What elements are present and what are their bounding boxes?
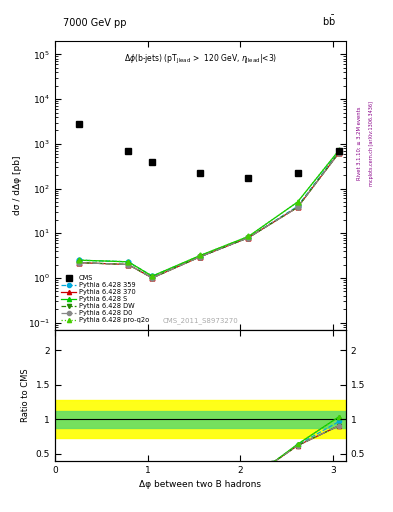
Pythia 6.428 pro-q2o [77, 257, 81, 263]
Text: $\Delta\phi$(b-jets) (pT$_{\mathregular{Jlead}}$ >  120 GeV, $\eta_{\mathregular: $\Delta\phi$(b-jets) (pT$_{\mathregular{… [124, 53, 277, 66]
Text: Rivet 3.1.10; ≥ 3.2M events: Rivet 3.1.10; ≥ 3.2M events [357, 106, 362, 180]
Pythia 6.428 S [126, 259, 130, 265]
Pythia 6.428 pro-q2o [246, 233, 251, 240]
Pythia 6.428 DW [246, 234, 251, 241]
Pythia 6.428 D0 [198, 253, 203, 260]
Pythia 6.428 S [295, 199, 300, 205]
Pythia 6.428 370 [198, 253, 203, 260]
CMS [150, 159, 154, 165]
Pythia 6.428 pro-q2o [198, 252, 203, 259]
Pythia 6.428 359 [77, 257, 81, 263]
Bar [55, 411, 346, 429]
Pythia 6.428 S [77, 257, 81, 263]
Pythia 6.428 359 [246, 234, 251, 241]
Pythia 6.428 370 [246, 234, 251, 241]
Pythia 6.428 D0 [337, 150, 342, 156]
Text: 7000 GeV pp: 7000 GeV pp [63, 18, 127, 28]
Pythia 6.428 D0 [295, 204, 300, 210]
Pythia 6.428 359 [295, 203, 300, 209]
Pythia 6.428 359 [150, 273, 154, 279]
Legend: CMS, Pythia 6.428 359, Pythia 6.428 370, Pythia 6.428 S, Pythia 6.428 DW, Pythia: CMS, Pythia 6.428 359, Pythia 6.428 370,… [61, 275, 149, 324]
Pythia 6.428 S [246, 233, 251, 240]
Pythia 6.428 pro-q2o [337, 147, 342, 153]
Pythia 6.428 DW [198, 253, 203, 260]
Pythia 6.428 370 [126, 262, 130, 268]
Pythia 6.428 370 [77, 260, 81, 266]
CMS [295, 170, 300, 176]
Pythia 6.428 S [150, 273, 154, 279]
Text: mcplots.cern.ch [arXiv:1306.3436]: mcplots.cern.ch [arXiv:1306.3436] [369, 101, 374, 186]
Pythia 6.428 DW [77, 260, 81, 266]
Pythia 6.428 359 [126, 259, 130, 265]
Pythia 6.428 359 [198, 253, 203, 260]
CMS [77, 121, 81, 127]
Pythia 6.428 D0 [246, 234, 251, 241]
CMS [246, 175, 251, 181]
X-axis label: Δφ between two B hadrons: Δφ between two B hadrons [140, 480, 261, 489]
CMS [198, 170, 203, 176]
Pythia 6.428 pro-q2o [295, 199, 300, 205]
Text: b$\bar{\rm b}$: b$\bar{\rm b}$ [322, 14, 336, 28]
Line: Pythia 6.428 DW: Pythia 6.428 DW [77, 150, 342, 281]
Pythia 6.428 DW [150, 275, 154, 281]
Line: Pythia 6.428 370: Pythia 6.428 370 [77, 150, 342, 281]
CMS [126, 147, 130, 154]
Pythia 6.428 370 [295, 204, 300, 210]
Line: Pythia 6.428 359: Pythia 6.428 359 [77, 149, 342, 279]
Line: CMS: CMS [75, 120, 343, 182]
Pythia 6.428 D0 [150, 275, 154, 281]
Y-axis label: dσ / dΔφ [pb]: dσ / dΔφ [pb] [13, 156, 22, 215]
Pythia 6.428 D0 [77, 260, 81, 266]
Line: Pythia 6.428 D0: Pythia 6.428 D0 [77, 150, 342, 281]
Pythia 6.428 370 [150, 275, 154, 281]
Pythia 6.428 D0 [126, 262, 130, 268]
Pythia 6.428 pro-q2o [126, 259, 130, 265]
Line: Pythia 6.428 pro-q2o: Pythia 6.428 pro-q2o [77, 147, 342, 279]
Text: CMS_2011_S8973270: CMS_2011_S8973270 [163, 317, 238, 324]
Bar [55, 400, 346, 438]
Pythia 6.428 S [337, 147, 342, 153]
Line: Pythia 6.428 S: Pythia 6.428 S [77, 147, 342, 279]
Pythia 6.428 DW [126, 262, 130, 268]
Pythia 6.428 359 [337, 148, 342, 155]
Pythia 6.428 S [198, 252, 203, 259]
CMS [337, 147, 342, 154]
Pythia 6.428 DW [295, 204, 300, 210]
Pythia 6.428 pro-q2o [150, 273, 154, 279]
Pythia 6.428 370 [337, 150, 342, 156]
Y-axis label: Ratio to CMS: Ratio to CMS [21, 369, 30, 422]
Pythia 6.428 DW [337, 150, 342, 156]
